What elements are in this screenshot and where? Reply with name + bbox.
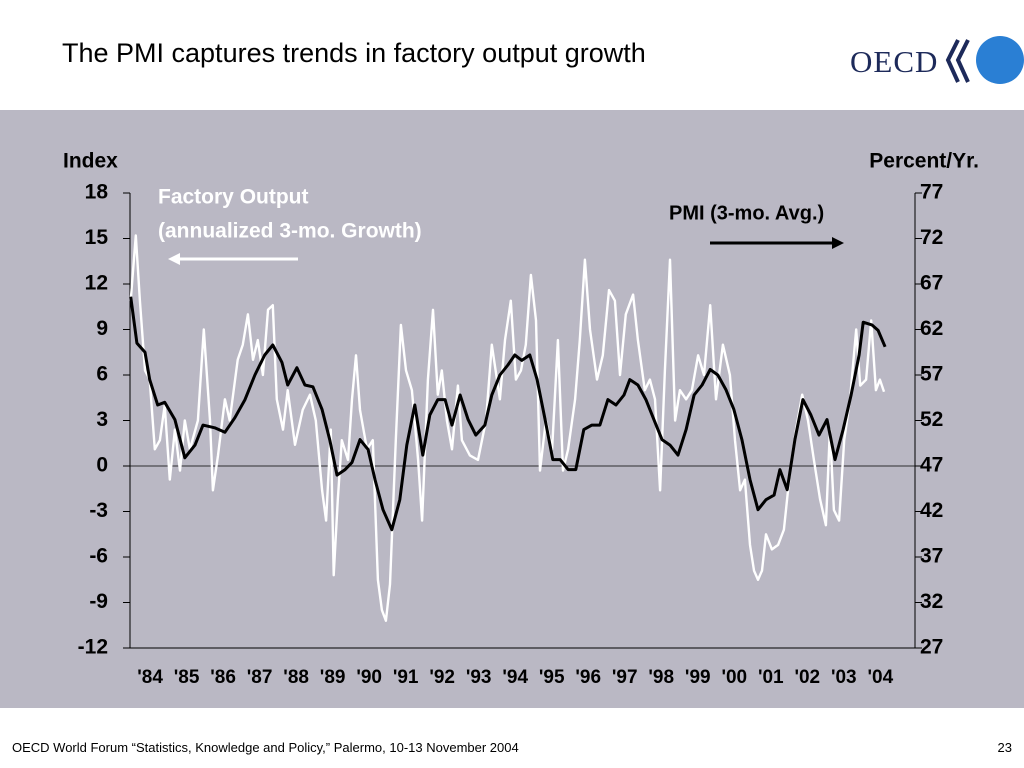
- y-tick-label: 18: [85, 181, 109, 204]
- y2-tick-label: 77: [920, 181, 943, 204]
- x-tick-label: '98: [648, 667, 674, 688]
- y2-tick-label: 67: [920, 272, 943, 295]
- chart: Index Percent/Yr. -12 -9 -6 -3 0 3 6 9 12 15 18 27 32 3…: [0, 110, 1024, 708]
- x-tick-label: '00: [721, 667, 747, 688]
- y2-tick-label: 32: [920, 590, 943, 613]
- y-tick-label: 3: [96, 408, 108, 431]
- series-line: [129, 296, 887, 532]
- x-tick-label: '86: [210, 667, 236, 688]
- annotation: Factory Output: [158, 186, 309, 209]
- y2-axis-title: Percent/Yr.: [869, 150, 979, 173]
- y2-tick-label: 52: [920, 408, 943, 431]
- x-tick-label: '94: [502, 667, 528, 688]
- logo: OECD: [850, 44, 939, 79]
- footer: OECD World Forum “Statistics, Knowledge …: [12, 740, 519, 755]
- slide-title: The PMI captures trends in factory outpu…: [62, 38, 646, 68]
- series-line: [129, 234, 886, 622]
- x-tick-label: '02: [794, 667, 820, 688]
- y-axis-title: Index: [63, 150, 118, 173]
- x-tick-label: '92: [429, 667, 455, 688]
- y-tick-label: 6: [96, 363, 108, 386]
- x-tick-label: '93: [466, 667, 492, 688]
- logo-mark: [945, 36, 1024, 84]
- annotation: (annualized 3-mo. Growth): [158, 220, 422, 243]
- x-tick-label: '95: [539, 667, 565, 688]
- annotation: PMI (3-mo. Avg.): [669, 202, 824, 224]
- y2-tick-label: 57: [920, 363, 943, 386]
- plot-background: [0, 110, 1024, 708]
- arrow-head: [168, 253, 180, 265]
- y-tick-label: 15: [85, 226, 109, 249]
- y2-tick-label: 72: [920, 226, 943, 249]
- y2-tick-label: 37: [920, 545, 943, 568]
- x-tick-label: '88: [283, 667, 309, 688]
- y-tick-label: -12: [78, 636, 108, 659]
- x-tick-label: '97: [612, 667, 638, 688]
- x-tick-label: '85: [174, 667, 200, 688]
- arrow-head: [832, 237, 844, 249]
- x-tick-label: '87: [247, 667, 273, 688]
- y-tick-label: -9: [89, 590, 108, 613]
- x-tick-label: '96: [575, 667, 601, 688]
- y2-tick-label: 27: [920, 636, 943, 659]
- y-tick-label: -6: [89, 545, 108, 568]
- y-tick-label: 9: [96, 317, 108, 340]
- page-number: 23: [997, 740, 1012, 755]
- y2-tick-label: 47: [920, 454, 943, 477]
- y2-tick-label: 42: [920, 499, 943, 522]
- y-tick-label: -3: [89, 499, 108, 522]
- x-tick-label: '89: [320, 667, 346, 688]
- y-tick-label: 0: [96, 454, 108, 477]
- y2-tick-label: 62: [920, 317, 943, 340]
- x-tick-label: '90: [356, 667, 382, 688]
- x-tick-label: '91: [393, 667, 419, 688]
- x-tick-label: '84: [137, 667, 163, 688]
- x-tick-label: '04: [867, 667, 893, 688]
- x-tick-label: '01: [758, 667, 784, 688]
- x-tick-label: '99: [685, 667, 711, 688]
- y-tick-label: 12: [85, 272, 108, 295]
- x-tick-label: '03: [831, 667, 857, 688]
